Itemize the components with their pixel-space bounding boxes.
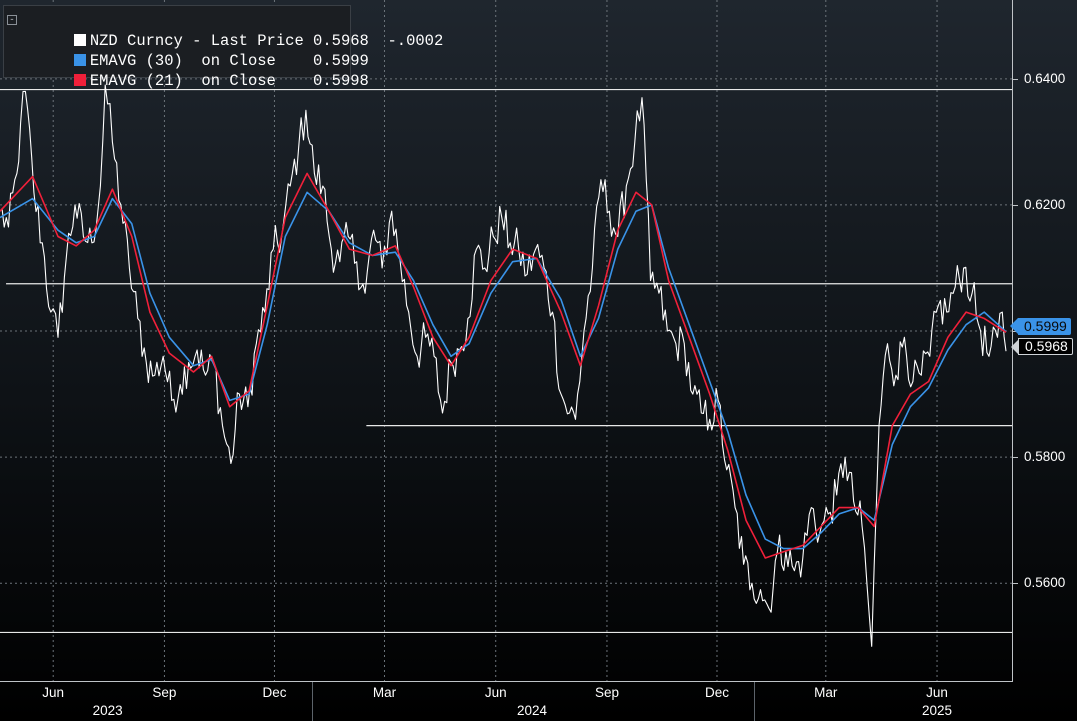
horizontal-level-lines <box>0 88 1012 634</box>
legend-item-last-price: NZD Curncy - Last Price 0.5968 -.0002 <box>18 11 443 50</box>
y-tick-label: 0.6200 <box>1024 196 1066 212</box>
legend-label: EMAVG (21) on Close 0.5998 <box>89 72 369 90</box>
x-tick-label: Jun <box>926 685 948 700</box>
year-divider <box>754 682 756 721</box>
x-tick-label: Mar <box>372 685 397 700</box>
x-axis-line <box>0 681 1013 682</box>
y-tick-label: 0.5800 <box>1024 449 1066 465</box>
legend-swatch <box>73 34 86 46</box>
legend-swatch <box>73 54 86 66</box>
series-lines <box>0 84 1007 647</box>
y-tick <box>1012 457 1018 459</box>
ema30-price-tag: 0.5999 <box>1010 318 1071 335</box>
legend-swatch <box>73 74 86 86</box>
year-label: 2023 <box>92 703 123 718</box>
series-line-ema21 <box>0 172 1007 559</box>
legend-label: NZD Curncy - Last Price 0.5968 -.0002 <box>89 32 444 50</box>
x-tick-label: Dec <box>262 685 287 700</box>
y-tick <box>1012 78 1018 80</box>
legend-item-ema30: EMAVG (30) on Close 0.5999 <box>18 31 369 70</box>
grid <box>0 0 1012 681</box>
y-tick <box>1012 583 1018 585</box>
y-tick-label: 0.5600 <box>1024 575 1066 591</box>
x-tick-label: Sep <box>152 685 177 700</box>
x-tick-label: Dec <box>704 685 729 700</box>
legend: - NZD Curncy - Last Price 0.5968 -.0002 … <box>3 5 443 90</box>
y-tick <box>1012 204 1018 206</box>
year-divider <box>311 682 313 721</box>
x-tick-label: Sep <box>594 685 619 700</box>
collapse-icon[interactable]: - <box>7 15 17 25</box>
x-tick-label: Jun <box>42 685 65 700</box>
year-label: 2025 <box>922 703 953 718</box>
last-price-tag: 0.5968 <box>1011 338 1073 355</box>
legend-label: EMAVG (30) on Close 0.5999 <box>89 52 369 70</box>
x-tick-label: Jun <box>484 685 507 700</box>
series-line-last-price <box>0 84 1007 647</box>
legend-item-ema21: EMAVG (21) on Close 0.5998 <box>18 51 369 90</box>
year-label: 2024 <box>516 703 548 718</box>
series-line-ema30 <box>0 191 1007 550</box>
y-tick-label: 0.6400 <box>1024 70 1066 86</box>
x-tick-label: Mar <box>814 685 838 700</box>
